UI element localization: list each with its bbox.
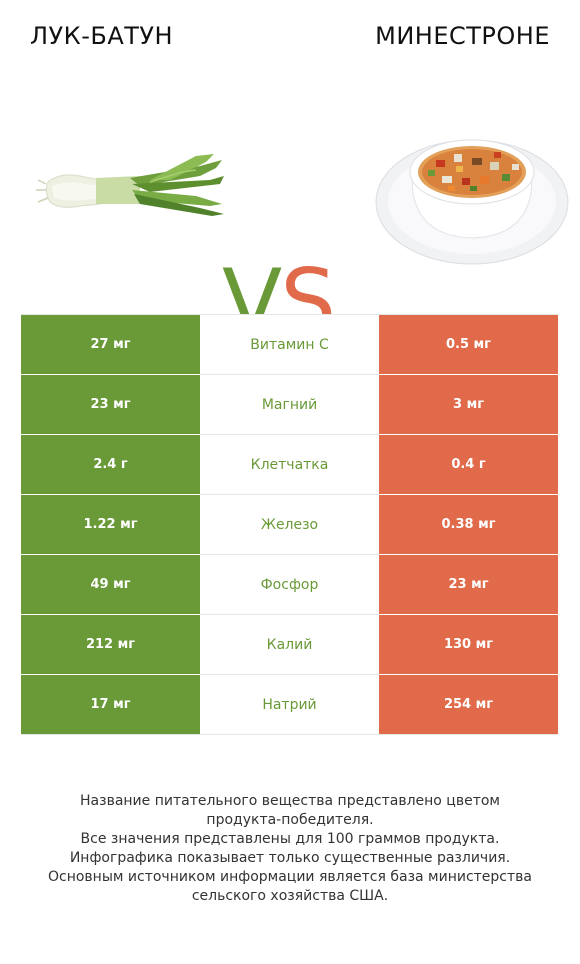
table-row: 17 мг Натрий 254 мг xyxy=(21,675,558,735)
footnote-line: Название питательного вещества представл… xyxy=(80,793,500,809)
right-value-cell: 0.4 г xyxy=(379,435,558,495)
nutrient-label: Витамин C xyxy=(200,315,379,375)
table-row: 27 мг Витамин C 0.5 мг xyxy=(21,315,558,375)
left-value-cell: 17 мг xyxy=(21,675,200,735)
left-value-cell: 23 мг xyxy=(21,375,200,435)
right-value-cell: 0.38 мг xyxy=(379,495,558,555)
nutrient-label: Клетчатка xyxy=(200,435,379,495)
footnote-line: Все значения представлены для 100 граммо… xyxy=(80,831,500,847)
nutrient-label: Железо xyxy=(200,495,379,555)
nutrient-label: Фосфор xyxy=(200,555,379,615)
right-product-title: МИНЕСТРОНЕ xyxy=(375,22,550,50)
left-value-cell: 212 мг xyxy=(21,615,200,675)
left-value-cell: 2.4 г xyxy=(21,435,200,495)
table-row: 212 мг Калий 130 мг xyxy=(21,615,558,675)
hero-images: VS xyxy=(0,120,580,346)
table-row: 2.4 г Клетчатка 0.4 г xyxy=(21,435,558,495)
minestrone-soup-bowl-icon xyxy=(375,139,569,265)
footnote-line: сельского хозяйства США. xyxy=(191,888,389,904)
right-value-cell: 130 мг xyxy=(379,615,558,675)
comparison-table: 27 мг Витамин C 0.5 мг 23 мг Магний 3 мг 2.4 г… xyxy=(21,314,558,735)
table-row: 1.22 мг Железо 0.38 мг xyxy=(21,495,558,555)
nutrient-label: Магний xyxy=(200,375,379,435)
left-value-cell: 1.22 мг xyxy=(21,495,200,555)
right-value-cell: 254 мг xyxy=(379,675,558,735)
footnote-line: Основным источником информации является … xyxy=(48,869,532,885)
nutrient-label: Натрий xyxy=(200,675,379,735)
footnote-line: Инфографика показывает только существенн… xyxy=(69,850,511,866)
footnote: Название питательного вещества представл… xyxy=(20,792,560,906)
table-row: 49 мг Фосфор 23 мг xyxy=(21,555,558,615)
right-value-cell: 23 мг xyxy=(379,555,558,615)
left-value-cell: 49 мг xyxy=(21,555,200,615)
footnote-line: продукта-победителя. xyxy=(206,812,374,828)
nutrient-label: Калий xyxy=(200,615,379,675)
left-product-title: ЛУК-БАТУН xyxy=(30,22,174,50)
table-row: 23 мг Магний 3 мг xyxy=(21,375,558,435)
green-onion-icon xyxy=(36,154,224,216)
left-value-cell: 27 мг xyxy=(21,315,200,375)
right-value-cell: 0.5 мг xyxy=(379,315,558,375)
right-value-cell: 3 мг xyxy=(379,375,558,435)
